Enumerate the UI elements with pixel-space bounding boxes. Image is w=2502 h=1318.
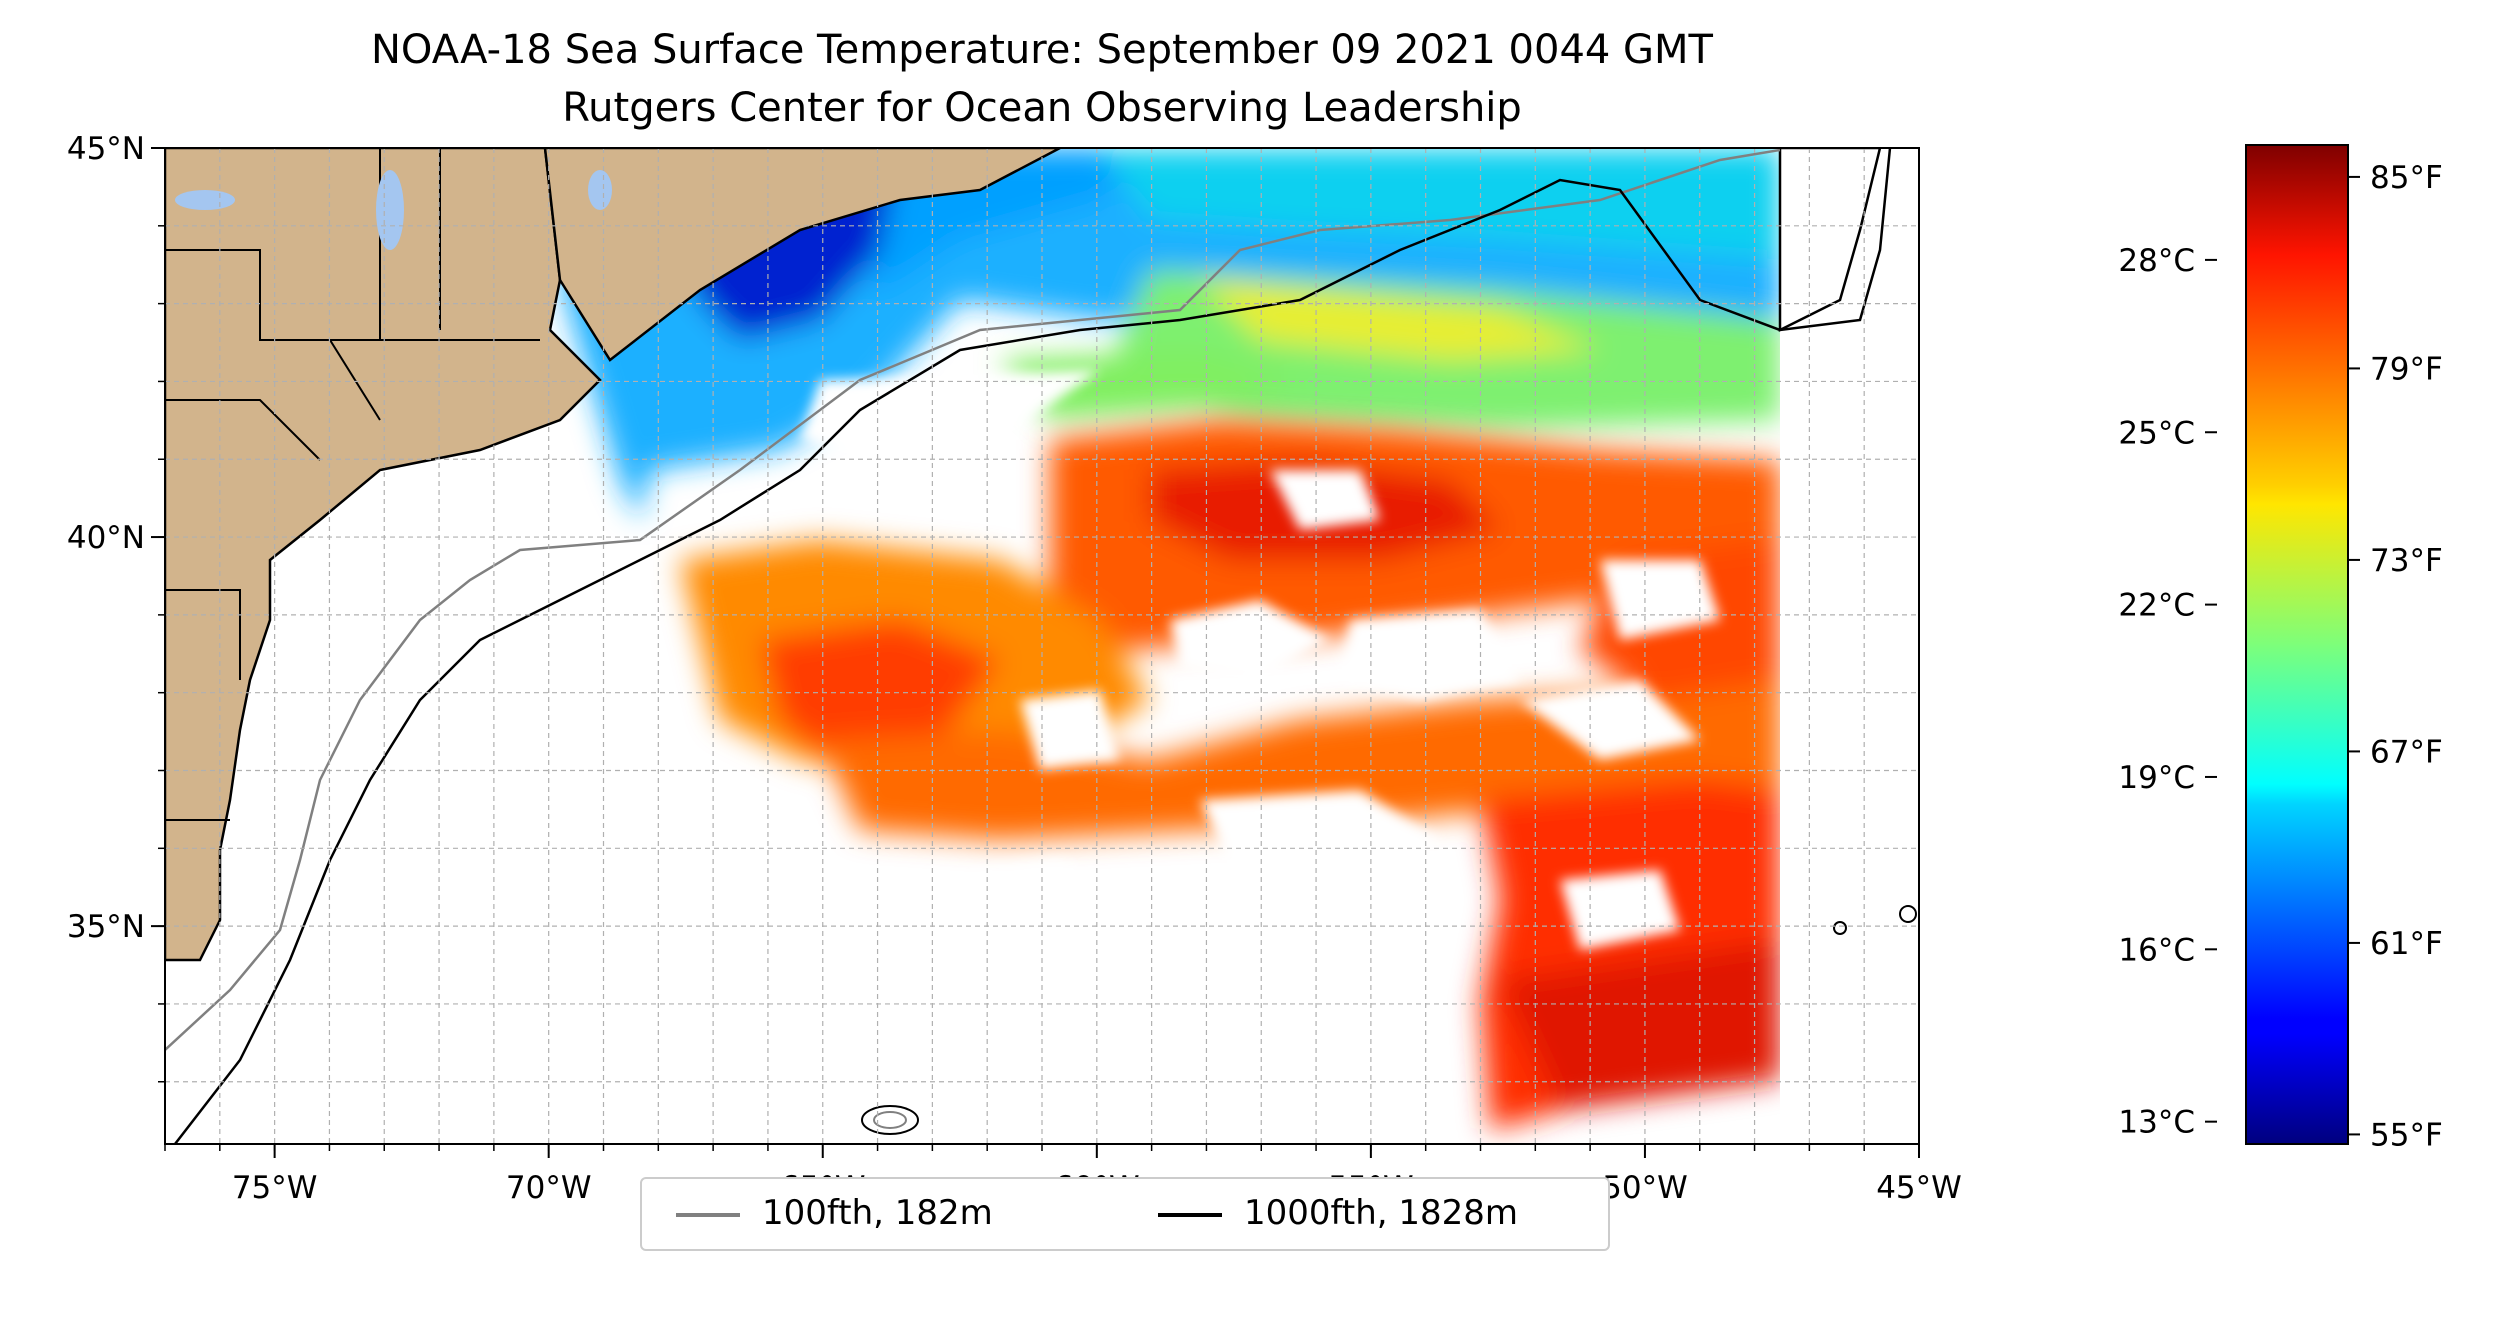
colorbar	[2245, 144, 2349, 1145]
depth-contours	[165, 148, 1917, 1144]
colorbar-label-c: 16°C	[2118, 932, 2195, 968]
legend-swatch-100fth	[676, 1213, 740, 1217]
colorbar-label-f: 79°F	[2370, 351, 2443, 387]
lat-tick-label: 35°N	[67, 909, 145, 945]
colorbar-label-f: 85°F	[2370, 160, 2443, 196]
legend-label-100fth: 100fth, 182m	[762, 1193, 993, 1233]
colorbar-label-f: 73°F	[2370, 543, 2443, 579]
legend-label-1000fth: 1000fth, 1828m	[1244, 1193, 1519, 1233]
colorbar-label-c: 19°C	[2118, 760, 2195, 796]
colorbar-label-f: 55°F	[2370, 1117, 2443, 1153]
colorbar-label-c: 22°C	[2118, 588, 2195, 624]
lon-tick-label: 50°W	[1602, 1170, 1688, 1206]
land-mass	[165, 148, 1882, 962]
lon-tick-label: 70°W	[506, 1170, 592, 1206]
grid-lines	[165, 148, 1919, 1144]
colorbar-label-c: 13°C	[2118, 1105, 2195, 1141]
contour-1000fth	[174, 148, 1892, 1144]
colorbar-label-c: 28°C	[2118, 243, 2195, 279]
map-subtitle: Rutgers Center for Ocean Observing Leade…	[562, 85, 1522, 131]
contour-100fth	[165, 148, 1781, 1051]
lat-tick-label: 45°N	[67, 131, 145, 167]
map-plot-area	[165, 148, 1919, 1144]
legend-swatch-1000fth	[1158, 1213, 1222, 1217]
lat-tick-label: 40°N	[67, 520, 145, 556]
colorbar-label-f: 61°F	[2370, 926, 2443, 962]
colorbar-label-c: 25°C	[2118, 415, 2195, 451]
contour-legend: 100fth, 182m 1000fth, 1828m	[640, 1177, 1610, 1251]
colorbar-ticks: 55°F 61°F 67°F 73°F 79°F 85°F 13°C 16°C 19°C 22°C…	[2118, 160, 2442, 1154]
map-title: NOAA-18 Sea Surface Temperature: Septemb…	[371, 27, 1713, 73]
colorbar-label-f: 67°F	[2370, 734, 2443, 770]
lon-tick-label: 45°W	[1876, 1170, 1962, 1206]
lon-tick-label: 75°W	[232, 1170, 318, 1206]
